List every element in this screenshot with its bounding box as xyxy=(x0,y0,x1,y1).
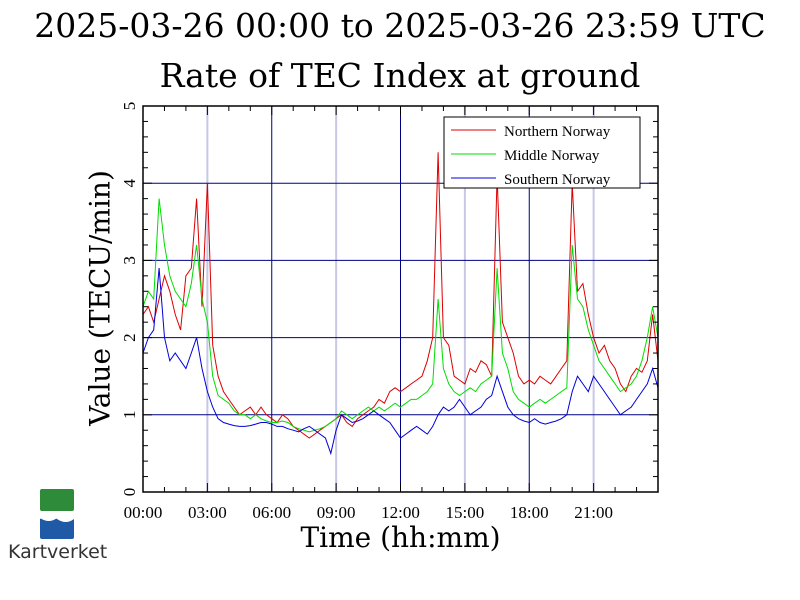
kartverket-logo-text: Kartverket xyxy=(8,541,108,563)
legend-entry: Southern Norway xyxy=(504,172,611,188)
legend-entry: Middle Norway xyxy=(504,148,600,164)
x-tick-label: 03:00 xyxy=(188,503,227,522)
x-tick-label: 00:00 xyxy=(124,503,163,522)
legend-entry: Northern Norway xyxy=(504,124,611,140)
series-line-southern-norway xyxy=(142,268,659,456)
kartverket-logo-icon xyxy=(40,489,74,539)
y-axis-label: Value (TECU/min) xyxy=(83,170,117,426)
y-tick-label: 5 xyxy=(120,102,139,111)
y-tick-label: 3 xyxy=(120,256,139,265)
y-tick-label: 4 xyxy=(120,178,139,187)
y-tick-label: 1 xyxy=(120,411,139,420)
x-tick-label: 06:00 xyxy=(252,503,291,522)
series-line-middle-norway xyxy=(142,198,659,433)
kartverket-logo: Kartverket xyxy=(8,489,116,569)
chart-title: 2025-03-26 00:00 to 2025-03-26 23:59 UTC xyxy=(34,6,766,45)
x-tick-label: 18:00 xyxy=(510,503,549,522)
chart-axes: 0 1 2 3 4 5 00:00 03:00 06:00 09:00 12:00 15:00 18:0… xyxy=(120,102,659,522)
y-tick-label: 0 xyxy=(120,488,139,497)
x-tick-label: 09:00 xyxy=(317,503,356,522)
x-axis-label: Time (hh:mm) xyxy=(300,521,501,554)
chart-subtitle: Rate of TEC Index at ground xyxy=(159,56,641,95)
y-tick-label: 2 xyxy=(120,333,139,342)
legend-box xyxy=(443,116,641,189)
x-tick-label: 15:00 xyxy=(446,503,485,522)
chart-legend: Northern Norway Middle Norway Southern Nor… xyxy=(443,116,641,189)
x-tick-label: 12:00 xyxy=(381,503,420,522)
x-tick-label: 21:00 xyxy=(574,503,613,522)
